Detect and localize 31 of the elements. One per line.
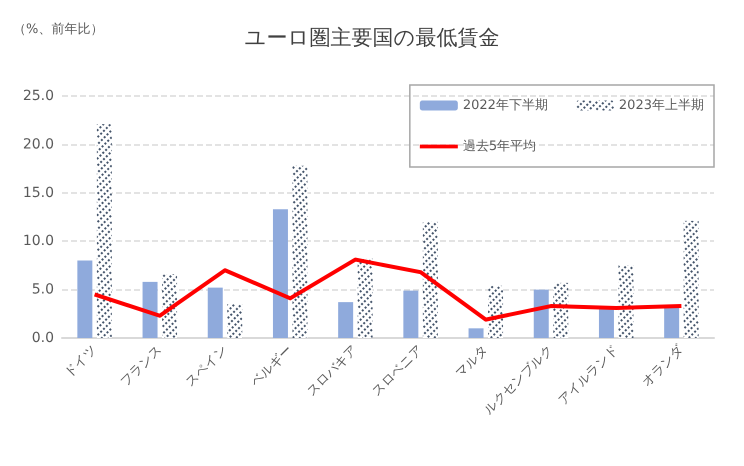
bar	[208, 288, 223, 338]
y-tick-label: 5.0	[32, 282, 54, 298]
y-tick-label: 0.0	[32, 330, 54, 346]
bar	[468, 328, 484, 338]
y-tick-label: 20.0	[22, 136, 54, 152]
x-tick-label: マルタ	[452, 342, 492, 381]
bar	[664, 308, 680, 338]
x-tick-label: ドイツ	[62, 342, 100, 381]
legend-label: 2023年上半期	[618, 98, 704, 113]
x-tick-label: スロバキア	[304, 342, 361, 400]
legend-label: 過去5年平均	[462, 139, 536, 154]
bar	[338, 302, 354, 338]
x-tick-label: フランス	[118, 342, 166, 390]
legend-label: 2022年下半期	[462, 98, 548, 113]
bar	[403, 290, 418, 338]
y-tick-label: 10.0	[22, 233, 54, 250]
y-tick-label: 15.0	[22, 184, 54, 201]
x-tick-label: スペイン	[182, 342, 230, 390]
bar	[534, 290, 549, 338]
y-axis-title: （%、前年比）	[13, 22, 104, 37]
x-tick-label: オランダ	[639, 342, 688, 390]
x-tick-label: アイルランド	[556, 342, 622, 408]
bar	[142, 282, 158, 338]
x-tick-label: ベルギー	[248, 342, 296, 390]
bar	[272, 209, 288, 338]
x-tick-label: スロベニア	[369, 342, 426, 400]
chart-title: ユーロ圏主要国の最低賃金	[244, 26, 500, 50]
y-tick-label: 25.0	[22, 88, 54, 104]
bar	[598, 308, 614, 338]
bar	[77, 260, 92, 338]
line-series	[92, 258, 684, 322]
